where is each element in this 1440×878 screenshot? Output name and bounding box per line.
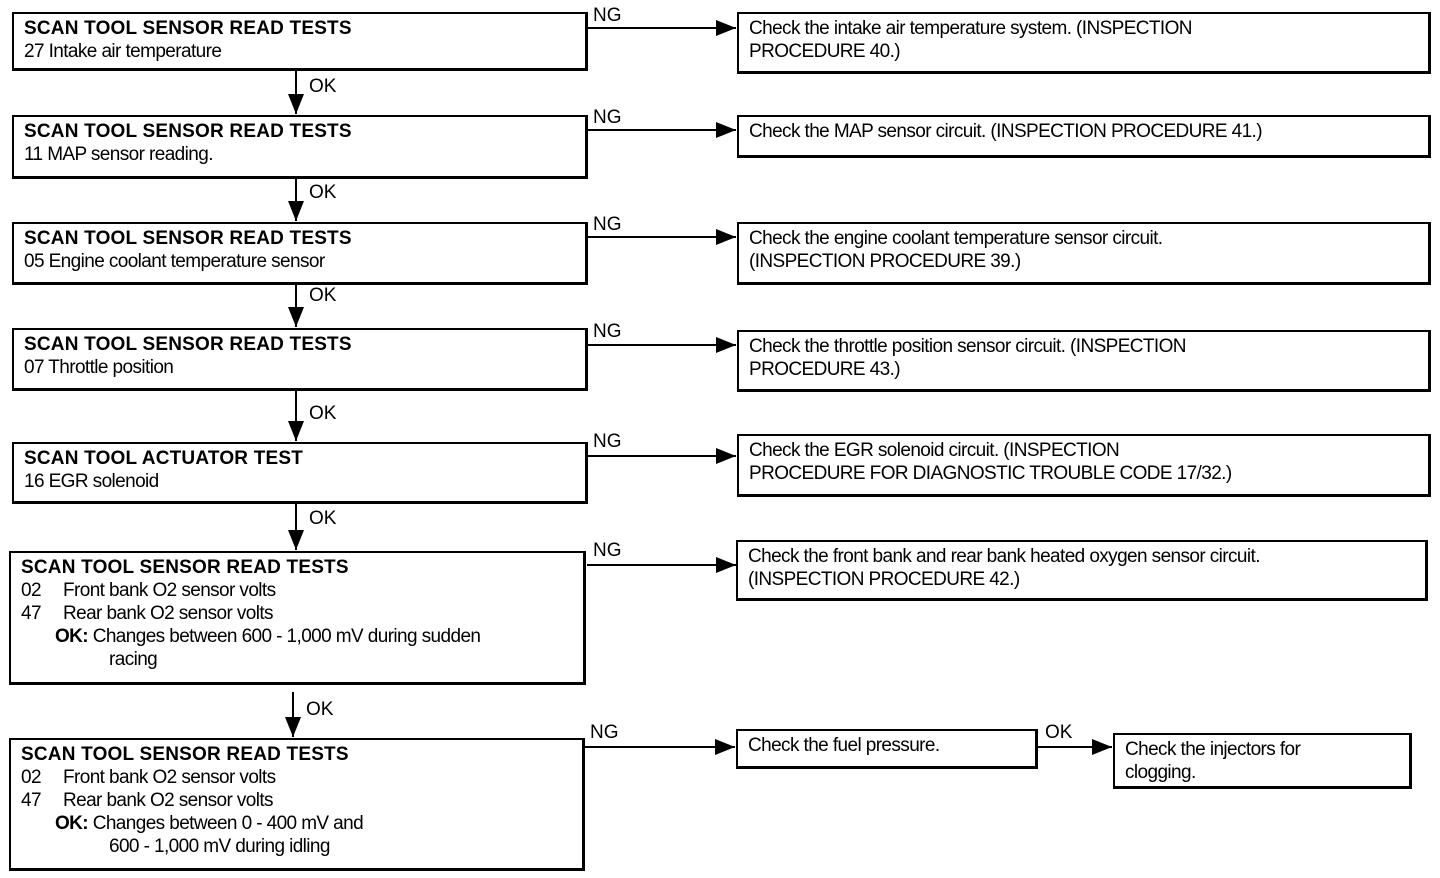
ok-label: OK xyxy=(1045,722,1073,743)
action-box: Check the engine coolant temperature sen… xyxy=(737,222,1431,285)
ok-criteria-label: OK: xyxy=(55,813,89,834)
action-line: PROCEDURE FOR DIAGNOSTIC TROUBLE CODE 17… xyxy=(749,463,1232,484)
test-box: SCAN TOOL SENSOR READ TESTS 27 Intake ai… xyxy=(12,12,588,71)
action-line: clogging. xyxy=(1125,762,1196,783)
action-line: Check the injectors for xyxy=(1125,739,1301,760)
ng-label: NG xyxy=(593,107,622,128)
test-line: Front bank O2 sensor volts xyxy=(63,767,276,788)
test-box: SCAN TOOL SENSOR READ TESTS 02 Front bank… xyxy=(9,738,585,871)
test-line: Rear bank O2 sensor volts xyxy=(63,603,274,624)
action-line: Check the MAP sensor circuit. (INSPECTIO… xyxy=(749,121,1263,142)
test-line: Rear bank O2 sensor volts xyxy=(63,790,274,811)
test-box: SCAN TOOL SENSOR READ TESTS 11 MAP senso… xyxy=(12,115,588,179)
ng-label: NG xyxy=(590,722,619,743)
test-box: SCAN TOOL SENSOR READ TESTS 02 Front bank… xyxy=(9,551,586,685)
ok-criteria: Changes between 0 - 400 mV and xyxy=(92,813,364,834)
test-line: 11 MAP sensor reading. xyxy=(24,144,213,165)
action-line: Check the fuel pressure. xyxy=(748,735,940,756)
action-line: Check the engine coolant temperature sen… xyxy=(749,228,1163,249)
test-line: 16 EGR solenoid xyxy=(24,471,159,492)
test-line: Front bank O2 sensor volts xyxy=(63,580,276,601)
ok-label: OK xyxy=(309,182,337,203)
test-code: 47 xyxy=(21,603,42,624)
test-line: 27 Intake air temperature xyxy=(24,41,222,62)
action-box: Check the fuel pressure. xyxy=(736,729,1038,769)
test-title: SCAN TOOL SENSOR READ TESTS xyxy=(24,334,352,355)
action-box: Check the throttle position sensor circu… xyxy=(737,330,1431,392)
test-title: SCAN TOOL SENSOR READ TESTS xyxy=(21,744,349,765)
ng-label: NG xyxy=(593,5,622,26)
action-line: Check the EGR solenoid circuit. (INSPECT… xyxy=(749,440,1120,461)
action-line: Check the throttle position sensor circu… xyxy=(749,336,1186,357)
action-line: PROCEDURE 43.) xyxy=(749,359,901,380)
ng-label: NG xyxy=(593,214,622,235)
test-title: SCAN TOOL SENSOR READ TESTS xyxy=(24,228,352,249)
ng-label: NG xyxy=(593,540,622,561)
test-title: SCAN TOOL SENSOR READ TESTS xyxy=(24,18,352,39)
test-title: SCAN TOOL SENSOR READ TESTS xyxy=(24,121,352,142)
test-box: SCAN TOOL SENSOR READ TESTS 07 Throttle … xyxy=(12,328,588,391)
action-box: Check the intake air temperature system.… xyxy=(737,12,1431,74)
action-box: Check the EGR solenoid circuit. (INSPECT… xyxy=(737,434,1431,497)
test-line: 07 Throttle position xyxy=(24,357,174,378)
ok-criteria-cont: 600 - 1,000 mV during idling xyxy=(109,836,330,857)
action-box: Check the MAP sensor circuit. (INSPECTIO… xyxy=(737,115,1431,158)
test-title: SCAN TOOL SENSOR READ TESTS xyxy=(21,557,349,578)
test-box: SCAN TOOL ACTUATOR TEST 16 EGR solenoid xyxy=(12,442,588,504)
action-line: (INSPECTION PROCEDURE 39.) xyxy=(749,251,1021,272)
ok-label: OK xyxy=(309,76,337,97)
ok-criteria: Changes between 600 - 1,000 mV during su… xyxy=(92,626,481,647)
ok-criteria-cont: racing xyxy=(109,649,158,670)
test-code: 47 xyxy=(21,790,42,811)
ok-label: OK xyxy=(309,403,337,424)
test-line: 05 Engine coolant temperature sensor xyxy=(24,251,325,272)
action-box: Check the injectors for clogging. xyxy=(1113,733,1412,789)
ng-label: NG xyxy=(593,431,622,452)
ng-label: NG xyxy=(593,321,622,342)
ok-criteria-label: OK: xyxy=(55,626,89,647)
ok-label: OK xyxy=(309,508,337,529)
action-line: PROCEDURE 40.) xyxy=(749,41,901,62)
action-line: Check the front bank and rear bank heate… xyxy=(748,546,1260,567)
test-box: SCAN TOOL SENSOR READ TESTS 05 Engine co… xyxy=(12,222,588,285)
action-line: Check the intake air temperature system.… xyxy=(749,18,1193,39)
test-code: 02 xyxy=(21,767,42,788)
action-box: Check the front bank and rear bank heate… xyxy=(736,540,1428,601)
ok-label: OK xyxy=(309,285,337,306)
test-title: SCAN TOOL ACTUATOR TEST xyxy=(24,448,304,469)
ok-label: OK xyxy=(306,699,334,720)
action-line: (INSPECTION PROCEDURE 42.) xyxy=(748,569,1020,590)
test-code: 02 xyxy=(21,580,42,601)
